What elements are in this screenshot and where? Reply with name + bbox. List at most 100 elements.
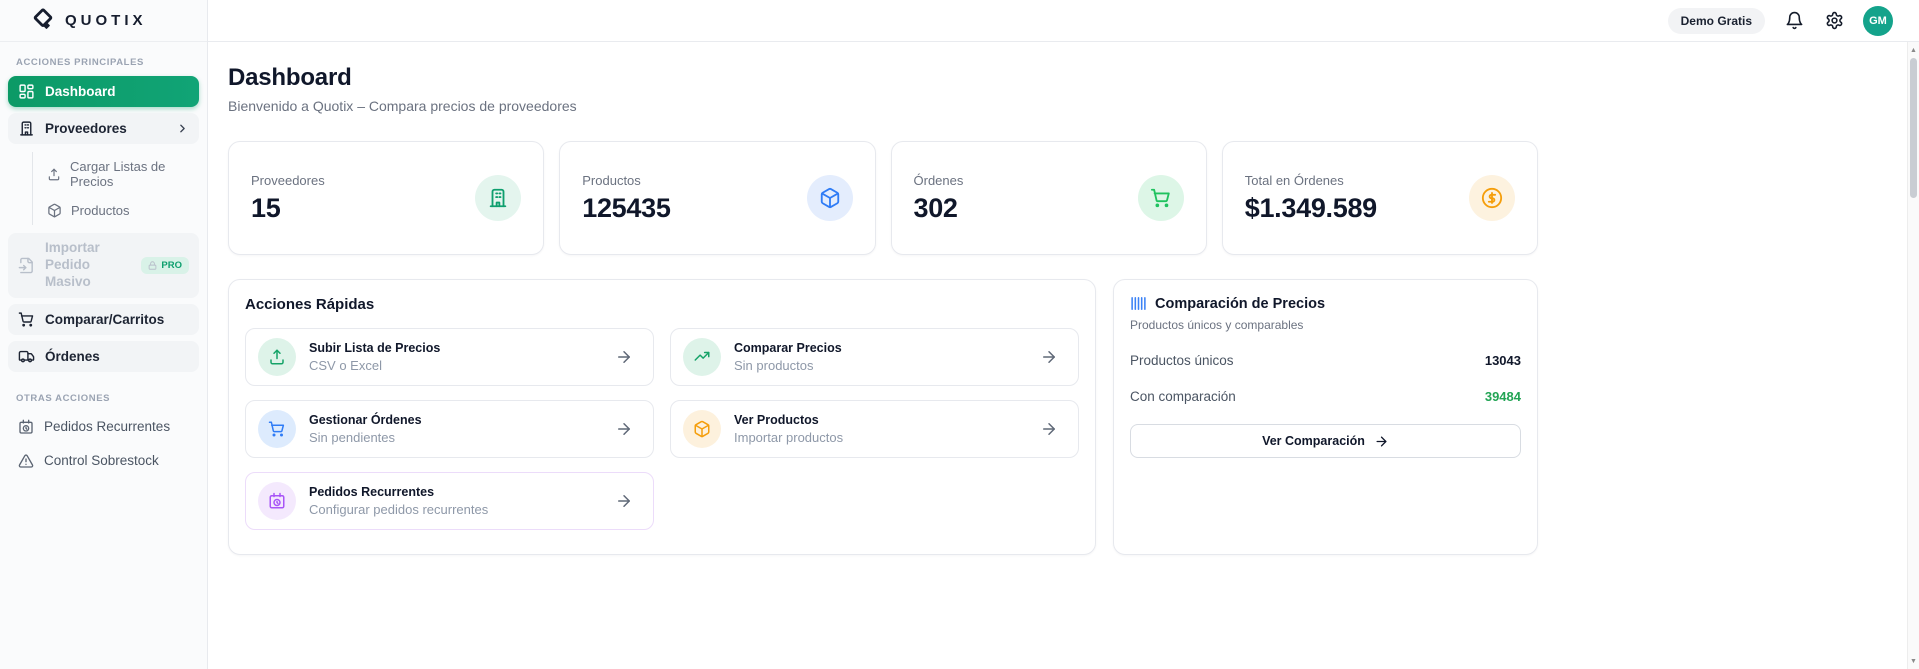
action-card-subir-lista[interactable]: Subir Lista de Precios CSV o Excel — [245, 328, 654, 386]
quick-actions-panel: Acciones Rápidas Subir Lista de Precios … — [228, 279, 1096, 555]
package-icon — [683, 410, 721, 448]
scrollbar-thumb[interactable] — [1910, 58, 1917, 198]
arrow-right-icon — [1043, 351, 1055, 363]
upload-icon — [258, 338, 296, 376]
action-card-gestionar-ordenes[interactable]: Gestionar Órdenes Sin pendientes — [245, 400, 654, 458]
cart-icon — [258, 410, 296, 448]
action-card-ver-productos[interactable]: Ver Productos Importar productos — [670, 400, 1079, 458]
scroll-up-arrow[interactable]: ▲ — [1910, 46, 1917, 54]
action-title: Subir Lista de Precios — [309, 341, 441, 355]
brand-logo[interactable]: QUOTIX — [0, 0, 207, 42]
action-card-pedidos-recurrentes[interactable]: Pedidos Recurrentes Configurar pedidos r… — [245, 472, 654, 530]
calendar-clock-icon — [19, 419, 33, 434]
ver-comparacion-button[interactable]: Ver Comparación — [1130, 424, 1521, 458]
page-title: Dashboard — [228, 64, 352, 91]
stat-card-ordenes: Órdenes 302 — [890, 141, 1207, 255]
proveedores-submenu: Cargar Listas de Precios Productos — [32, 152, 207, 225]
action-card-comparar-precios[interactable]: Comparar Precios Sin productos — [670, 328, 1079, 386]
sidebar-section-main: ACCIONES PRINCIPALES — [16, 57, 144, 68]
sidebar-item-proveedores[interactable]: Proveedores — [8, 113, 199, 144]
gear-icon — [1826, 11, 1842, 30]
quotix-logo-icon — [33, 8, 53, 29]
sidebar-item-ordenes[interactable]: Órdenes — [8, 340, 199, 372]
calendar-clock-icon — [258, 482, 296, 520]
action-subtitle: CSV o Excel — [309, 358, 382, 373]
action-subtitle: Sin pendientes — [309, 430, 396, 445]
row-label: Productos únicos — [1130, 353, 1234, 368]
row-label: Con comparación — [1130, 389, 1236, 404]
stat-value: $1.349.589 — [1244, 192, 1377, 223]
user-avatar[interactable]: GM — [1863, 5, 1893, 36]
sidebar-item-label: Cargar Listas de Precios — [70, 159, 166, 189]
lock-icon — [149, 261, 157, 270]
stat-label: Total en Órdenes — [1244, 172, 1344, 188]
stat-label: Órdenes — [913, 172, 964, 188]
scroll-down-arrow[interactable]: ▼ — [1910, 657, 1917, 665]
bars-icon — [1131, 297, 1146, 310]
sidebar-section-other: OTRAS ACCIONES — [16, 392, 111, 404]
sidebar-item-label: Órdenes — [45, 348, 100, 364]
action-subtitle: Configurar pedidos recurrentes — [309, 502, 489, 517]
brand-name: QUOTIX — [65, 12, 147, 29]
comparison-subtitle: Productos únicos y comparables — [1130, 318, 1304, 332]
sidebar-item-control-sobrestock[interactable]: Control Sobrestock — [8, 446, 199, 476]
price-comparison-panel: Comparación de Precios Productos únicos … — [1113, 279, 1538, 555]
dollar-icon — [1469, 175, 1515, 221]
dashboard-grid-icon — [19, 84, 34, 99]
stat-card-total-ordenes: Total en Órdenes $1.349.589 — [1221, 141, 1538, 255]
sidebar-item-dashboard[interactable]: Dashboard — [8, 76, 199, 107]
sidebar-item-label: Productos — [71, 203, 130, 218]
quick-actions-grid: Subir Lista de Precios CSV o Excel — [245, 328, 1079, 530]
sidebar-item-pedidos-recurrentes[interactable]: Pedidos Recurrentes — [8, 412, 199, 442]
package-icon — [806, 175, 853, 221]
alert-triangle-icon — [18, 454, 34, 468]
stat-label: Productos — [582, 172, 641, 188]
truck-icon — [18, 350, 35, 363]
comparison-row-unique: Productos únicos 13043 — [1130, 353, 1521, 368]
cart-icon — [18, 312, 34, 327]
page-content: Dashboard Bienvenido a Quotix – Compara … — [208, 42, 1919, 555]
settings-button[interactable] — [1823, 10, 1845, 32]
bottom-row: Acciones Rápidas Subir Lista de Precios … — [228, 279, 1538, 555]
stat-card-productos: Productos 125435 — [559, 141, 876, 255]
sidebar-item-cargar-listas[interactable]: Cargar Listas de Precios — [43, 152, 207, 196]
comparison-title: Comparación de Precios — [1155, 295, 1326, 312]
cart-icon — [1137, 175, 1184, 221]
notifications-button[interactable] — [1783, 10, 1805, 32]
sidebar-item-label: Dashboard — [45, 84, 116, 99]
action-subtitle: Sin productos — [734, 358, 814, 373]
topbar: Demo Gratis GM — [208, 0, 1919, 42]
stat-value: 125435 — [582, 192, 671, 223]
plan-badge[interactable]: Demo Gratis — [1667, 7, 1765, 34]
pro-badge-label: PRO — [161, 259, 182, 271]
arrow-right-icon — [618, 351, 630, 363]
action-title: Gestionar Órdenes — [309, 413, 422, 427]
chevron-right-icon — [180, 124, 185, 133]
building-icon — [475, 175, 522, 221]
action-title: Comparar Precios — [734, 341, 842, 355]
button-label: Ver Comparación — [1262, 434, 1365, 448]
vertical-scrollbar[interactable]: ▲ ▼ — [1907, 42, 1919, 669]
building-icon — [20, 121, 33, 136]
arrow-right-icon — [1043, 423, 1055, 435]
sidebar: QUOTIX ACCIONES PRINCIPALES Dashboard Pr… — [0, 0, 208, 669]
sidebar-item-label: Pedidos Recurrentes — [44, 419, 171, 435]
bell-icon — [1786, 11, 1802, 30]
action-subtitle: Importar productos — [734, 430, 844, 445]
package-icon — [48, 203, 61, 218]
stat-value: 15 — [251, 192, 281, 223]
page-subtitle: Bienvenido a Quotix – Compara precios de… — [228, 98, 577, 114]
sidebar-item-importar-pedido[interactable]: Importar Pedido Masivo PRO — [8, 233, 199, 298]
action-title: Pedidos Recurrentes — [309, 485, 435, 499]
sidebar-item-comparar-carritos[interactable]: Comparar/Carritos — [8, 303, 199, 335]
arrow-right-icon — [1376, 436, 1387, 446]
sidebar-item-productos[interactable]: Productos — [43, 196, 207, 225]
stats-row: Proveedores 15 Productos 125435 — [228, 141, 1538, 255]
sidebar-item-label: Comparar/Carritos — [45, 311, 165, 327]
upload-icon — [48, 168, 60, 180]
stat-value: 302 — [913, 192, 958, 223]
sidebar-item-label: Proveedores — [45, 121, 127, 136]
row-value: 39484 — [1484, 389, 1521, 404]
file-import-icon — [18, 257, 33, 274]
